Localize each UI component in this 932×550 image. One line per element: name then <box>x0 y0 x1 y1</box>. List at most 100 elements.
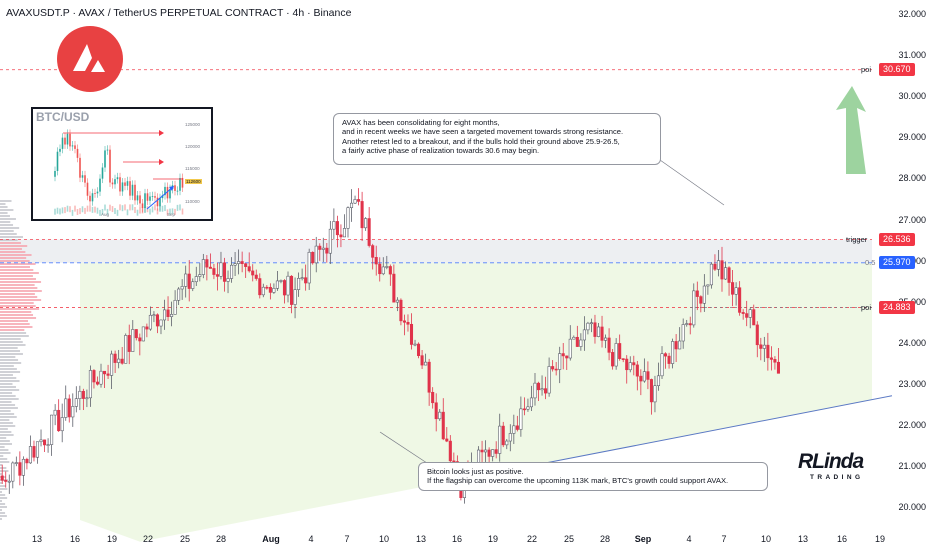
inset-candle-body <box>101 167 104 179</box>
candle-body <box>328 228 332 254</box>
volume-bar <box>0 518 2 520</box>
candle-body <box>649 379 653 403</box>
candle-body <box>487 449 491 457</box>
inset-candle-body <box>129 181 131 196</box>
inset-volume-bar <box>154 204 156 211</box>
volume-bar <box>0 491 2 493</box>
volume-profile <box>0 200 42 520</box>
candle-body <box>773 359 777 363</box>
candle-body <box>43 439 47 446</box>
candle-body <box>28 446 32 464</box>
candle-body <box>131 329 135 352</box>
candle-body <box>268 286 272 293</box>
candle-body <box>159 319 163 327</box>
volume-bar <box>0 383 13 385</box>
volume-bar <box>0 257 27 259</box>
volume-bar <box>0 329 25 331</box>
inset-price-tick: 125000 <box>185 122 201 127</box>
candle-body <box>762 344 766 349</box>
candle-body <box>0 475 4 481</box>
volume-bar <box>0 263 36 265</box>
target-arrow <box>836 86 866 174</box>
candle-body <box>233 263 237 266</box>
date-tick-label: 10 <box>760 534 772 544</box>
price-tick-label: 28.000 <box>898 173 926 184</box>
candle-body <box>74 398 78 407</box>
inset-candle-body <box>131 184 134 196</box>
volume-bar <box>0 230 14 232</box>
volume-bar <box>0 458 8 460</box>
volume-bar <box>0 359 19 361</box>
candle-body <box>148 314 152 330</box>
candle-body <box>526 406 530 410</box>
candle-body <box>607 337 611 353</box>
inset-volume-bar <box>124 204 126 211</box>
price-tick-label: 29.000 <box>898 132 926 143</box>
inset-volume-bar <box>166 209 169 216</box>
candle-body <box>127 335 131 352</box>
brand-subtitle: TRADING <box>810 474 864 481</box>
inset-candle-body <box>124 182 126 186</box>
candle-body <box>215 274 219 277</box>
candle-body <box>106 373 110 376</box>
candle-body <box>81 390 85 399</box>
volume-bar <box>0 434 14 436</box>
btc-analysis-callout: Bitcoin looks just as positive. If the f… <box>418 462 768 491</box>
volume-bar <box>0 269 34 271</box>
date-tick-label: 28 <box>215 534 227 544</box>
inset-candle-body <box>86 182 89 196</box>
inset-candle-body <box>144 193 146 209</box>
candle-body <box>318 245 322 250</box>
volume-bar <box>0 401 12 403</box>
candle-body <box>124 335 128 364</box>
brand-logo: RLinda TRADING <box>798 450 868 488</box>
volume-bar <box>0 446 5 448</box>
inset-arrowhead <box>159 159 164 165</box>
candle-body <box>286 275 290 296</box>
inset-volume-bar <box>101 208 104 215</box>
candle-body <box>67 398 71 418</box>
candle-body <box>406 321 410 325</box>
candle-body <box>678 340 682 350</box>
volume-bar <box>0 206 8 208</box>
volume-bar <box>0 416 17 418</box>
date-tick-label: 22 <box>142 534 154 544</box>
inset-volume-bar <box>81 206 84 213</box>
candle-body <box>727 267 731 283</box>
candle-body <box>39 439 43 443</box>
candle-body <box>420 355 424 366</box>
candle-body <box>642 371 646 382</box>
volume-bar <box>0 236 23 238</box>
inset-volume-bar <box>144 207 146 214</box>
candle-body <box>110 353 114 376</box>
volume-bar <box>0 461 10 463</box>
candle-body <box>18 462 22 476</box>
volume-bar <box>0 242 21 244</box>
candle-body <box>713 263 717 270</box>
candle-body <box>508 433 512 442</box>
btc-inset-chart: BTC/USD 125000 120000 115000 110000 1126… <box>31 107 213 221</box>
inset-volume-bar <box>71 209 74 216</box>
inset-title: BTC/USD <box>36 110 90 124</box>
candle-body <box>187 273 191 289</box>
candle-body <box>357 199 361 202</box>
candle-body <box>208 266 212 269</box>
candle-body <box>759 344 763 349</box>
candle-body <box>272 287 276 293</box>
date-tick-label: 13 <box>797 534 809 544</box>
chart-title: AVAXUSDT.P · AVAX / TetherUS PERPETUAL C… <box>6 7 352 19</box>
candle-body <box>395 299 399 303</box>
volume-bar <box>0 335 29 337</box>
inset-volume-bar <box>66 205 69 212</box>
candles-layer[interactable] <box>0 188 780 504</box>
volume-bar <box>0 515 7 517</box>
inset-date-tick: Aug <box>101 212 110 217</box>
candle-body <box>512 425 516 434</box>
inset-volume-bar <box>171 208 174 215</box>
inset-volume-bar <box>106 208 109 215</box>
candle-body <box>205 259 209 268</box>
inset-candle-body <box>71 145 74 147</box>
candle-body <box>226 278 230 282</box>
inset-candle-body <box>134 184 136 201</box>
